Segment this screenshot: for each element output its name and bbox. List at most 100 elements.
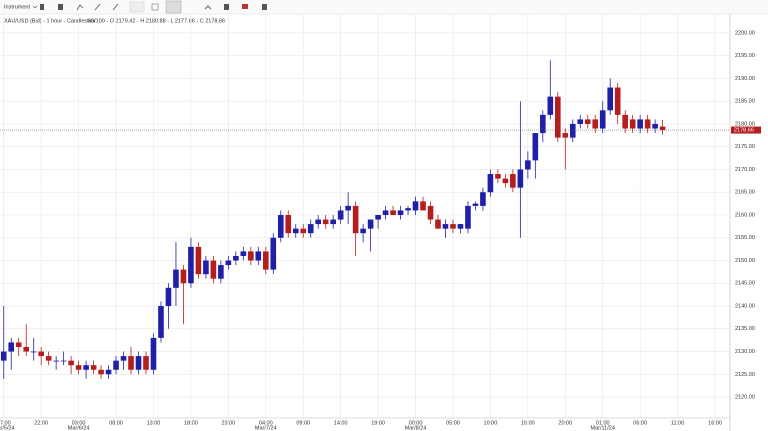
x-tick-label: 18:00 [184, 420, 198, 426]
candle-body [0, 351, 7, 361]
legend-title: XAU/USD (Bid) - 1 hour - Candlestick [4, 18, 96, 24]
candle-body [375, 214, 381, 220]
candle-body [360, 228, 366, 234]
candle-body [60, 360, 67, 362]
x-tick-label: 08:00 [109, 420, 123, 426]
candle-body [345, 205, 351, 211]
icon[interactable] [151, 3, 159, 11]
candle-body [487, 174, 494, 193]
y-tick-label: 2165.00 [735, 190, 755, 196]
y-tick-label: 2145.00 [735, 281, 755, 287]
x-tick-label: 16:00 [708, 420, 722, 426]
candle-body [397, 210, 404, 215]
candle-body [240, 251, 247, 256]
candle-body [652, 123, 658, 129]
candle-body [472, 203, 479, 206]
candle-body [337, 210, 344, 220]
dropdown-arrow [32, 5, 38, 9]
y-tick-label: 2130.00 [735, 349, 755, 355]
x-date-label: Mar/6/24 [68, 425, 90, 431]
candle-body [53, 360, 59, 362]
x-tick-label: 10:00 [484, 420, 498, 426]
candle-body [270, 237, 277, 270]
candle-body [90, 365, 97, 370]
candle-body [637, 119, 643, 129]
x-tick-label: 13:00 [147, 420, 161, 426]
last-price-label: 2178.66 [734, 128, 754, 134]
candle-body [495, 174, 501, 179]
x-tick-label: 11:00 [671, 420, 684, 426]
candle-body [420, 201, 426, 211]
candle-body [525, 160, 531, 170]
candle-body [210, 260, 217, 279]
y-tick-label: 2125.00 [735, 372, 755, 378]
candle-body [165, 287, 172, 307]
x-tick-label: 17:00 [0, 420, 11, 426]
icon[interactable] [242, 4, 248, 9]
candle-body [382, 210, 389, 215]
candle-body [569, 123, 576, 138]
x-tick-label: 05:00 [446, 420, 460, 426]
candle-body [367, 219, 374, 229]
legend-ohlc: 66/100 - O 2179.42 - H 2180.88 - L 2177.… [88, 18, 225, 24]
x-tick-label: 09:00 [296, 420, 310, 426]
instrument-button[interactable]: Instrument [4, 4, 30, 10]
candle-body [502, 178, 509, 184]
candle-body [120, 356, 127, 361]
candle-body [599, 110, 606, 129]
candle-body [15, 342, 22, 347]
candle-body [248, 251, 254, 261]
candle-body [300, 228, 307, 234]
toolbar-icons [40, 0, 267, 14]
candle-body [45, 356, 52, 361]
x-tick-label: 03:00 [72, 420, 86, 426]
icon[interactable] [40, 4, 44, 10]
candle-body [322, 219, 329, 225]
candle-body [158, 306, 164, 338]
y-tick-label: 2170.00 [735, 167, 755, 173]
candle-body [412, 201, 419, 211]
x-tick-label: 06:00 [633, 420, 647, 426]
candle-body [427, 205, 434, 220]
last-price-box [731, 126, 761, 134]
candle-body [233, 255, 239, 261]
x-tick-label: 22:00 [34, 420, 48, 426]
x-tick-label: 23:00 [221, 420, 235, 426]
icon[interactable] [204, 5, 212, 10]
icon[interactable] [262, 4, 267, 10]
icon[interactable] [224, 4, 229, 10]
icon[interactable] [112, 3, 119, 11]
candle-body [128, 356, 134, 370]
candle-body [218, 265, 224, 279]
toolbar: Instrument [0, 0, 768, 15]
toolbar-bg [0, 0, 768, 14]
candle-body [442, 224, 449, 229]
candle-body [562, 133, 569, 138]
icon[interactable] [76, 4, 84, 11]
y-tick-label: 2155.00 [735, 235, 755, 241]
candle-body [644, 119, 651, 129]
icon[interactable] [58, 4, 63, 10]
y-tick-label: 2140.00 [735, 303, 755, 309]
candle-body [23, 346, 30, 352]
icon[interactable] [129, 1, 145, 13]
x-tick-label: 00:00 [409, 420, 423, 426]
candle-body [8, 342, 15, 352]
candle-body [554, 96, 561, 138]
candle-body [405, 208, 411, 211]
candle-body [532, 133, 539, 161]
candle-body [262, 251, 269, 270]
y-tick-label: 2185.00 [735, 99, 755, 105]
candle-body [225, 260, 232, 266]
icon[interactable] [94, 3, 101, 11]
x-tick-label: 15:00 [521, 420, 535, 426]
candle-body [435, 219, 441, 229]
candle-body [622, 114, 628, 129]
candle-body [38, 351, 44, 357]
x-tick-label: 01:00 [596, 420, 610, 426]
x-date-label: Mar/8/24 [405, 425, 427, 431]
icon-active[interactable] [165, 0, 182, 14]
candle-body [255, 251, 262, 261]
x-tick-label: 19:00 [371, 420, 385, 426]
